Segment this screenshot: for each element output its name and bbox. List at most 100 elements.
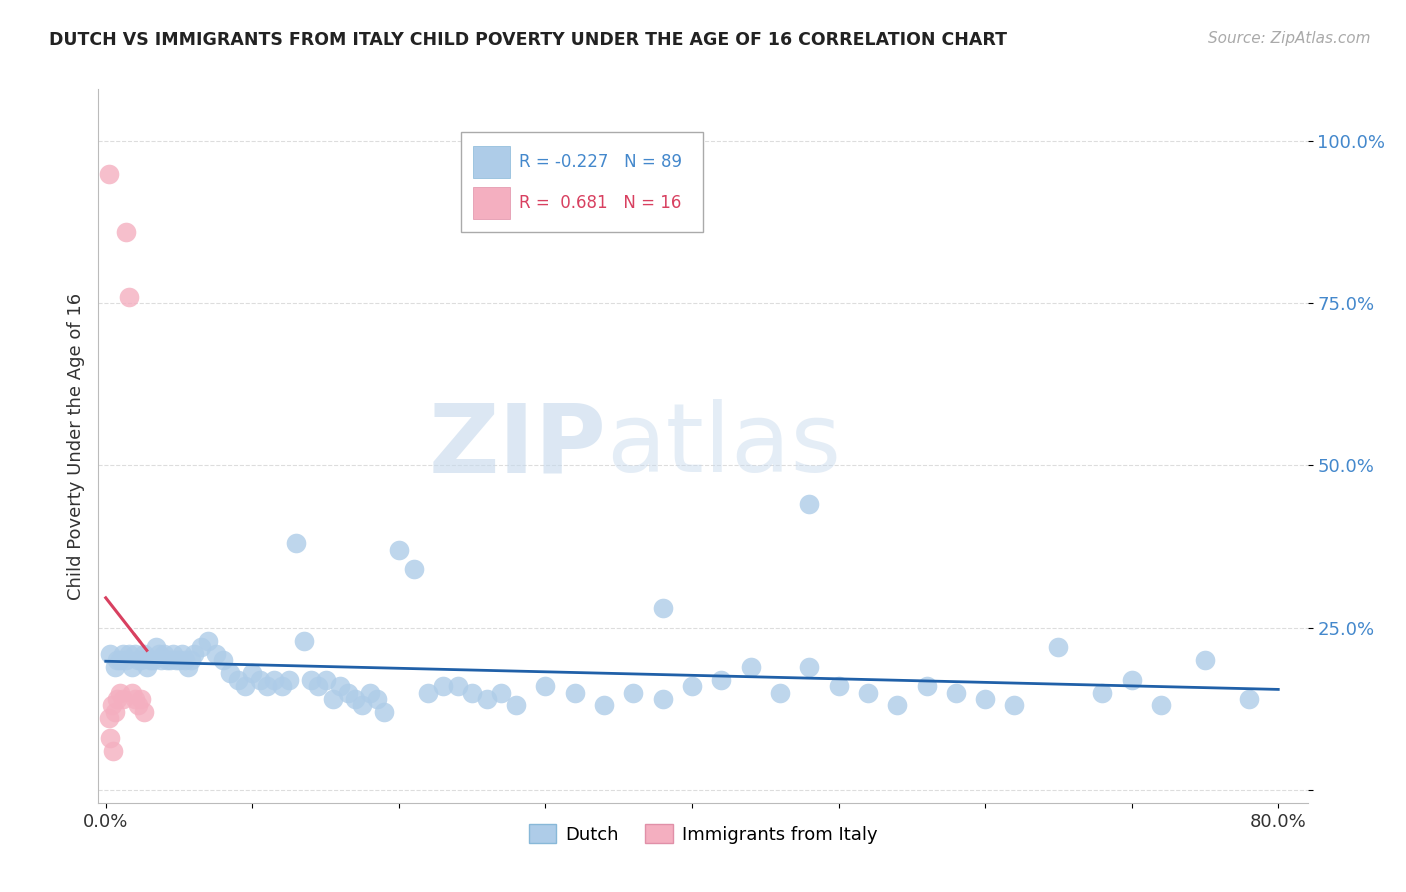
Point <box>97 711 120 725</box>
Point <box>197 633 219 648</box>
Point <box>226 673 249 687</box>
Point <box>148 647 170 661</box>
Point <box>769 685 792 699</box>
Point <box>505 698 527 713</box>
Point <box>1004 698 1026 713</box>
Point <box>256 679 278 693</box>
Point <box>107 653 129 667</box>
Y-axis label: Child Poverty Under the Age of 16: Child Poverty Under the Age of 16 <box>66 293 84 599</box>
Point <box>145 640 167 654</box>
Point <box>124 692 146 706</box>
Point <box>856 685 879 699</box>
Point <box>799 659 821 673</box>
Text: Source: ZipAtlas.com: Source: ZipAtlas.com <box>1208 31 1371 46</box>
Point <box>1121 673 1143 687</box>
Point <box>299 673 322 687</box>
Point <box>651 601 673 615</box>
Point <box>115 653 138 667</box>
Point <box>1237 692 1260 706</box>
Point <box>135 659 157 673</box>
Point <box>132 647 155 661</box>
Point <box>1047 640 1070 654</box>
Legend: Dutch, Immigrants from Italy: Dutch, Immigrants from Italy <box>522 817 884 851</box>
Point <box>103 659 125 673</box>
Point <box>156 653 179 667</box>
Point <box>118 647 141 661</box>
Point <box>127 653 149 667</box>
Point <box>177 659 200 673</box>
Point <box>107 692 129 706</box>
Point <box>343 692 366 706</box>
Point <box>190 640 212 654</box>
Point <box>366 692 388 706</box>
Point <box>249 673 271 687</box>
Point <box>359 685 381 699</box>
Point <box>153 647 176 661</box>
Point <box>98 647 121 661</box>
Point <box>240 666 263 681</box>
Point <box>710 673 733 687</box>
Text: R =  0.681   N = 16: R = 0.681 N = 16 <box>519 194 682 212</box>
Point <box>681 679 703 693</box>
FancyBboxPatch shape <box>461 132 703 232</box>
Point <box>124 647 146 661</box>
Point <box>121 685 143 699</box>
Point <box>491 685 513 699</box>
Point <box>204 647 226 661</box>
Point <box>263 673 285 687</box>
Point <box>112 692 135 706</box>
Point <box>115 225 138 239</box>
Point <box>446 679 468 693</box>
Point <box>1150 698 1173 713</box>
Point <box>402 562 425 576</box>
Point <box>307 679 329 693</box>
Point <box>418 685 440 699</box>
Point <box>461 685 484 699</box>
Point <box>564 685 586 699</box>
Point <box>174 653 197 667</box>
Point <box>388 542 411 557</box>
Point <box>1194 653 1216 667</box>
Text: atlas: atlas <box>606 400 841 492</box>
Point <box>159 653 181 667</box>
Point <box>915 679 938 693</box>
Point <box>621 685 644 699</box>
Point <box>121 659 143 673</box>
Point <box>651 692 673 706</box>
Point <box>112 647 135 661</box>
Point <box>183 647 205 661</box>
Point <box>110 653 132 667</box>
Point <box>270 679 292 693</box>
Point <box>974 692 997 706</box>
Point <box>945 685 967 699</box>
FancyBboxPatch shape <box>474 146 509 178</box>
Point <box>212 653 235 667</box>
Point <box>292 633 315 648</box>
Point <box>593 698 616 713</box>
Text: R = -0.227   N = 89: R = -0.227 N = 89 <box>519 153 682 171</box>
Point <box>167 653 190 667</box>
Point <box>98 731 121 745</box>
Point <box>100 698 122 713</box>
Point <box>219 666 242 681</box>
Point <box>1091 685 1114 699</box>
Point <box>170 647 193 661</box>
Point <box>150 653 173 667</box>
Point <box>827 679 849 693</box>
Point <box>432 679 454 693</box>
Point <box>278 673 301 687</box>
Point <box>180 653 202 667</box>
Point <box>322 692 344 706</box>
Point <box>129 692 152 706</box>
Point <box>142 653 165 667</box>
Text: ZIP: ZIP <box>429 400 606 492</box>
Point <box>740 659 762 673</box>
Point <box>97 167 120 181</box>
Point <box>165 653 187 667</box>
Point <box>129 653 152 667</box>
Text: DUTCH VS IMMIGRANTS FROM ITALY CHILD POVERTY UNDER THE AGE OF 16 CORRELATION CHA: DUTCH VS IMMIGRANTS FROM ITALY CHILD POV… <box>49 31 1007 49</box>
Point <box>315 673 337 687</box>
Point <box>162 647 184 661</box>
Point <box>118 290 141 304</box>
Point <box>110 685 132 699</box>
